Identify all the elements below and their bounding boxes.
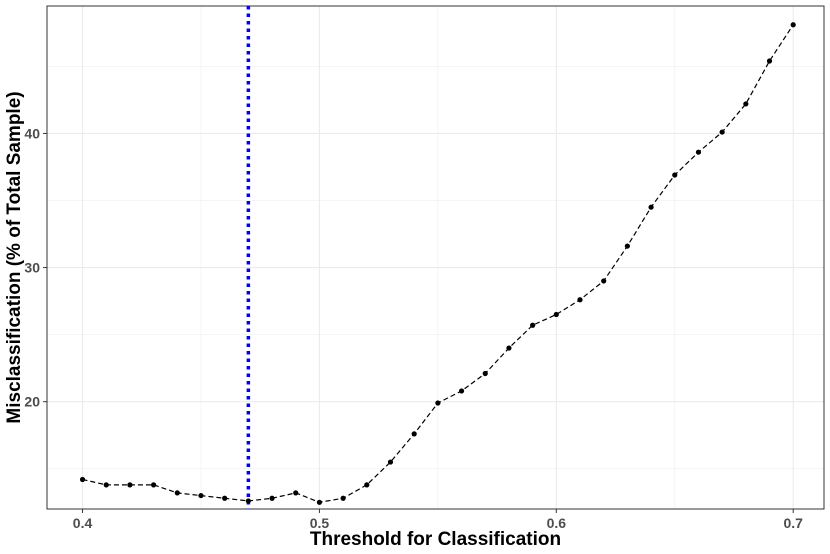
y-tick-label: 20 — [24, 394, 40, 410]
data-point — [482, 370, 488, 377]
data-point — [364, 482, 370, 488]
data-point — [411, 431, 417, 437]
data-point — [648, 204, 654, 210]
data-point — [530, 322, 536, 328]
data-point — [269, 495, 275, 501]
x-tick-label: 0.6 — [547, 515, 567, 531]
series-layer — [79, 22, 796, 505]
y-tick-label: 30 — [24, 260, 40, 276]
data-point — [103, 482, 109, 488]
x-axis-title: Threshold for Classification — [310, 529, 561, 550]
data-point — [174, 490, 180, 496]
plot-background — [47, 6, 824, 509]
data-point — [245, 498, 251, 504]
data-point — [743, 101, 749, 107]
data-point — [601, 278, 607, 284]
data-point — [719, 129, 725, 135]
data-point — [79, 476, 86, 483]
data-point — [222, 495, 228, 501]
data-point — [435, 400, 441, 406]
y-axis-title: Misclassification (% of Total Sample) — [4, 91, 25, 423]
y-axis: 20 30 40 — [24, 125, 47, 410]
data-point — [198, 492, 204, 499]
x-tick-label: 0.4 — [73, 515, 93, 531]
x-tick-label: 0.5 — [310, 515, 330, 531]
x-axis: 0.4 0.5 0.6 0.7 — [73, 509, 803, 531]
data-point — [553, 311, 559, 318]
data-point — [151, 482, 157, 488]
data-point — [458, 388, 465, 394]
data-point — [387, 459, 394, 465]
y-tick-label: 40 — [24, 125, 40, 141]
minor-gridlines — [47, 6, 824, 509]
data-point — [316, 499, 323, 505]
data-point — [506, 345, 512, 351]
data-point — [340, 495, 346, 501]
data-point — [695, 149, 702, 155]
major-gridlines — [47, 6, 824, 509]
data-point — [127, 482, 133, 488]
x-tick-label: 0.7 — [783, 515, 803, 531]
data-point — [577, 297, 583, 303]
data-point — [672, 172, 678, 178]
plot-border — [46, 5, 825, 510]
data-point — [766, 58, 773, 64]
data-point — [790, 22, 796, 28]
data-point — [624, 243, 630, 249]
data-point — [293, 490, 299, 496]
